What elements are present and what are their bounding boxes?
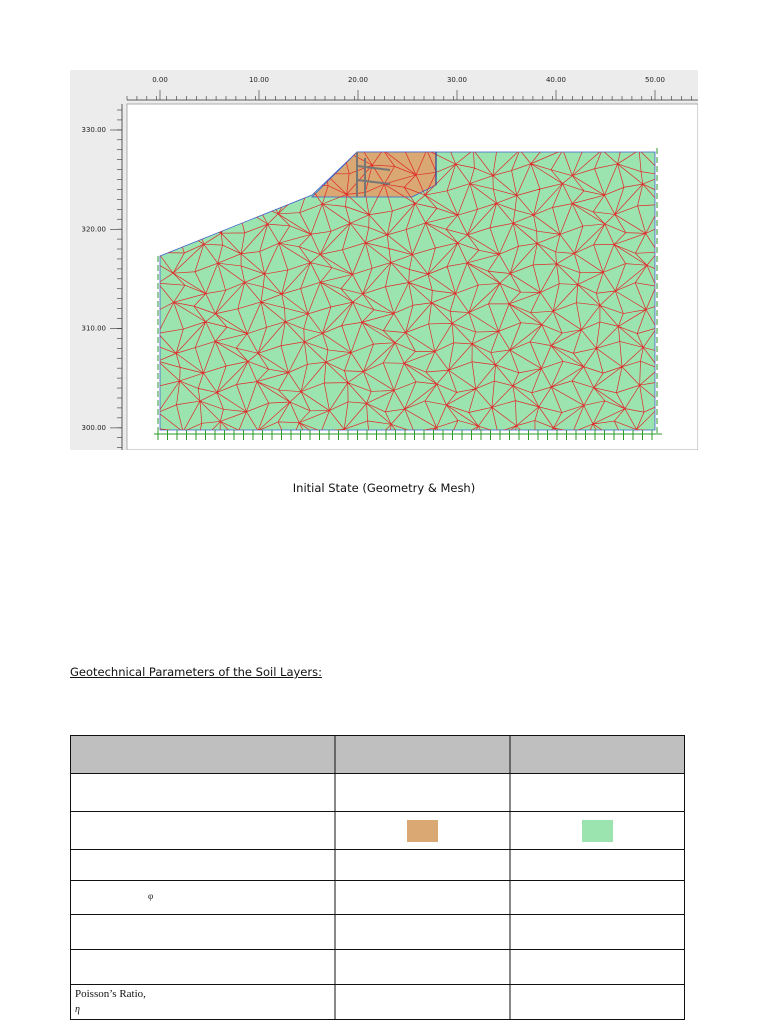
y-label: 300.00 — [82, 424, 107, 432]
swatch-orange — [407, 820, 438, 842]
mesh — [160, 152, 655, 430]
poisson-symbol: η — [75, 1004, 80, 1015]
poisson-label: Poisson’s Ratio, — [75, 988, 146, 1000]
section-heading: Geotechnical Parameters of the Soil Laye… — [70, 665, 322, 679]
table-header — [70, 735, 685, 774]
parameters-table — [70, 735, 685, 1020]
x-label: 30.00 — [447, 76, 467, 84]
x-label: 10.00 — [249, 76, 269, 84]
figure-caption: Initial State (Geometry & Mesh) — [292, 481, 476, 495]
y-label: 310.00 — [82, 325, 107, 333]
mesh-figure: 0.00 10.00 20.00 30.00 40.00 50.00 330.00 320.0… — [70, 70, 698, 450]
mesh-lines — [160, 152, 655, 430]
x-label: 0.00 — [152, 76, 168, 84]
y-label: 320.00 — [82, 225, 107, 233]
x-label: 40.00 — [546, 76, 566, 84]
ruler-ticks: 0.00 10.00 20.00 30.00 40.00 50.00 330.00 320.0… — [82, 76, 692, 448]
x-label: 20.00 — [348, 76, 368, 84]
fixity-bottom — [154, 430, 662, 440]
soil-layer-green — [159, 151, 656, 431]
swatch-green — [582, 820, 613, 842]
wall — [356, 152, 437, 197]
y-label: 330.00 — [82, 126, 107, 134]
x-label: 50.00 — [645, 76, 665, 84]
table-grid — [70, 735, 685, 1020]
phi-symbol: φ — [148, 891, 154, 901]
